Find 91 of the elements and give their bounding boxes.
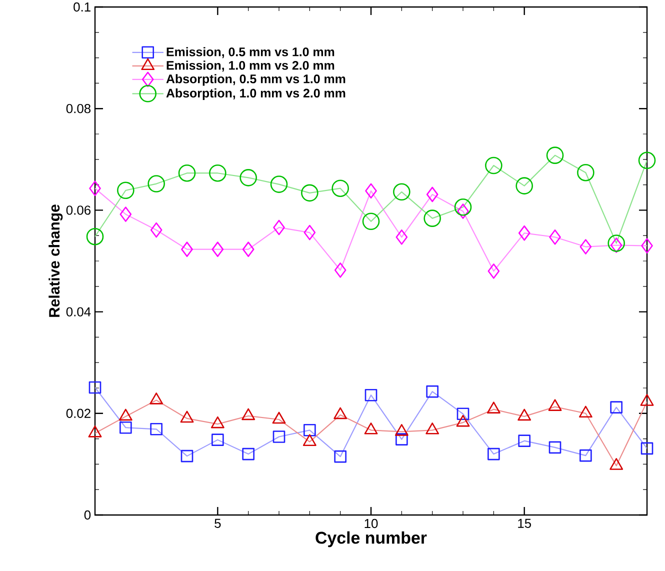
point — [396, 229, 408, 245]
point — [273, 220, 285, 236]
point — [89, 180, 101, 196]
y-axis-title: Relative change — [48, 204, 63, 317]
point — [640, 394, 654, 406]
point — [394, 424, 408, 436]
point — [486, 402, 500, 414]
point — [454, 198, 472, 216]
point — [610, 401, 622, 414]
point — [302, 434, 316, 446]
point — [242, 408, 256, 420]
point — [209, 164, 226, 182]
point — [120, 206, 132, 222]
point — [272, 412, 286, 424]
point — [181, 242, 193, 257]
point — [580, 449, 592, 462]
point — [150, 392, 164, 404]
point — [610, 238, 622, 253]
point — [608, 234, 625, 252]
y-tick-label: 0.02 — [66, 408, 90, 418]
point — [365, 183, 377, 199]
x-tick-label: 15 — [518, 518, 531, 528]
point — [332, 180, 349, 197]
point — [578, 406, 592, 418]
point — [212, 434, 224, 446]
point — [485, 156, 502, 174]
point — [210, 416, 224, 428]
point — [396, 433, 408, 446]
point — [120, 421, 132, 434]
point — [424, 210, 441, 227]
point — [610, 458, 624, 470]
point — [242, 448, 254, 460]
legend-label: Absorption, 1.0 mm vs 2.0 mm — [166, 88, 346, 100]
point — [393, 183, 410, 201]
point — [577, 164, 594, 182]
point — [301, 184, 318, 202]
point — [640, 442, 654, 455]
point — [150, 422, 162, 436]
point — [242, 242, 254, 257]
point — [426, 385, 438, 398]
point — [580, 239, 592, 254]
point — [518, 225, 530, 241]
point — [548, 441, 562, 454]
point — [272, 430, 286, 443]
point — [516, 177, 533, 194]
y-tick-label: 0 — [84, 510, 91, 520]
point — [641, 238, 653, 254]
point — [518, 408, 532, 421]
y-tick-label: 0.06 — [66, 206, 91, 215]
point — [212, 242, 224, 257]
point — [178, 164, 196, 182]
x-tick-label: 5 — [214, 518, 221, 528]
point — [426, 186, 438, 202]
point — [304, 424, 316, 436]
point — [270, 176, 288, 193]
point — [88, 381, 102, 394]
x-tick-label: 10 — [364, 518, 378, 528]
point — [548, 399, 562, 411]
point — [304, 224, 316, 240]
point — [364, 422, 378, 434]
point — [334, 450, 346, 463]
point — [240, 169, 257, 186]
point — [334, 262, 346, 278]
point — [334, 407, 348, 420]
point — [518, 434, 530, 447]
legend-label: Emission, 0.5 mm vs 1.0 mm — [166, 47, 334, 58]
point — [88, 426, 102, 438]
point — [638, 152, 656, 170]
point — [549, 229, 561, 245]
point — [546, 146, 564, 164]
point — [118, 408, 132, 421]
y-tick-label: 0.08 — [66, 104, 91, 114]
point — [488, 448, 500, 460]
point — [364, 388, 378, 402]
y-tick-label: 0.1 — [74, 2, 90, 12]
point — [180, 450, 194, 462]
point — [456, 414, 470, 427]
legend-label: Emission, 1.0 mm vs 2.0 mm — [166, 60, 334, 72]
point — [117, 182, 134, 200]
point — [456, 408, 470, 420]
y-tick-label: 0.04 — [66, 307, 91, 316]
point — [150, 222, 162, 238]
point — [362, 212, 380, 230]
point — [180, 410, 194, 423]
legend-label: Absorption, 0.5 mm vs 1.0 mm — [166, 74, 346, 86]
point — [86, 228, 104, 246]
point — [488, 264, 500, 279]
point — [148, 175, 165, 192]
point — [457, 204, 469, 219]
x-axis-title: Cycle number — [316, 531, 427, 548]
point — [426, 422, 440, 434]
